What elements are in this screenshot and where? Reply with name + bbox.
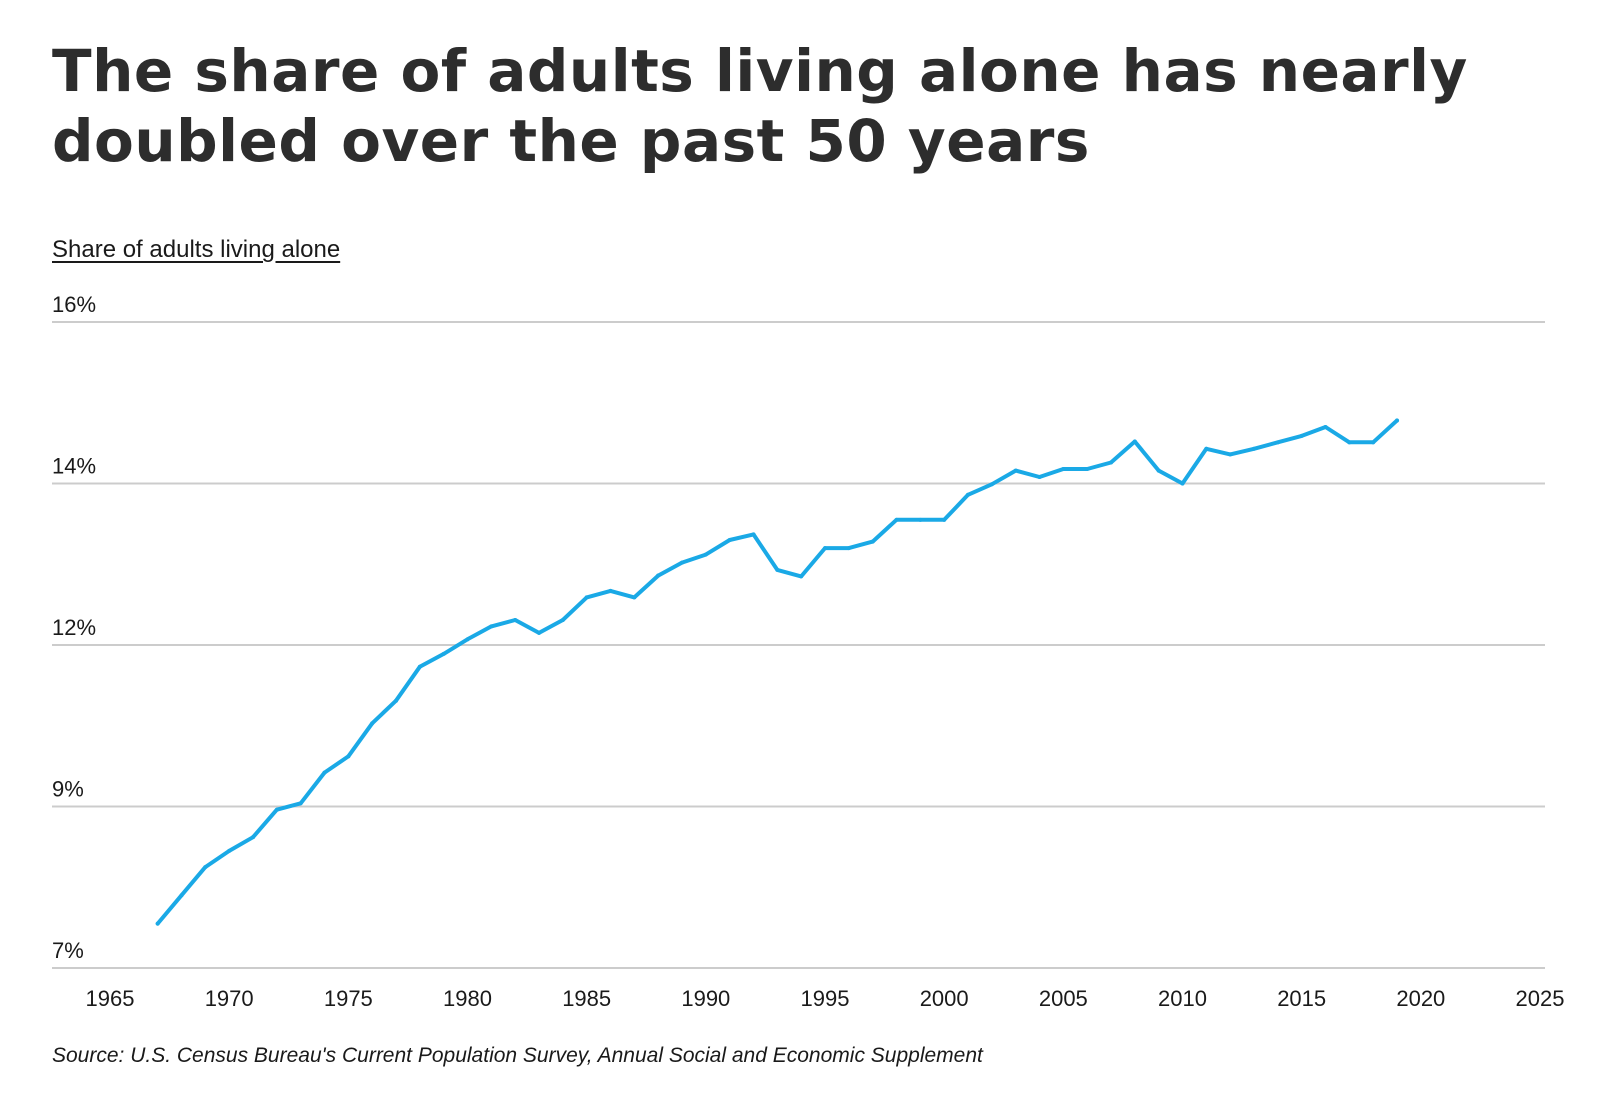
data-point: [1299, 433, 1304, 438]
data-point: [394, 698, 398, 703]
x-tick-label: 1970: [205, 986, 254, 1011]
data-point: [1085, 466, 1090, 471]
data-point: [513, 617, 518, 622]
y-tick-label: 7%: [52, 938, 84, 963]
series-line: [155, 418, 1399, 926]
data-point: [823, 546, 827, 551]
data-point: [227, 848, 232, 853]
data-point: [584, 595, 589, 600]
data-point: [1323, 424, 1328, 429]
data-point: [1204, 446, 1209, 451]
data-point: [1013, 468, 1018, 473]
data-point: [1252, 446, 1256, 451]
data-point: [251, 835, 255, 840]
data-point: [1347, 440, 1352, 445]
chart-title: The share of adults living alone has nea…: [52, 37, 1468, 175]
data-point: [298, 801, 303, 806]
x-tick-label: 1985: [562, 986, 611, 1011]
data-point: [656, 573, 661, 578]
x-tick-label: 1965: [86, 986, 135, 1011]
y-tick-label: 9%: [52, 777, 84, 802]
data-point: [1156, 468, 1161, 473]
y-tick-labels: 7% 9% 12% 14% 16%: [52, 292, 96, 963]
data-point: [441, 651, 446, 656]
y-tick-label: 14%: [52, 454, 96, 479]
x-tick-label: 2005: [1039, 986, 1088, 1011]
data-point: [179, 893, 184, 898]
x-tick-label: 1990: [681, 986, 730, 1011]
data-point: [870, 539, 875, 544]
data-point: [1061, 466, 1066, 471]
y-tick-label: 12%: [52, 615, 96, 640]
x-tick-label: 1975: [324, 986, 373, 1011]
data-point: [274, 807, 279, 812]
y-axis-label: Share of adults living alone: [52, 236, 341, 263]
data-point: [751, 532, 756, 537]
x-tick-label: 1980: [443, 986, 492, 1011]
x-tick-label: 2020: [1396, 986, 1445, 1011]
data-point: [322, 770, 327, 775]
data-point: [489, 624, 494, 629]
x-tick-labels: 1965 1970 1975 1980 1985 1990 1995 2000 2005 2010…: [86, 986, 1565, 1011]
line-chart: 7%9%12%14%16% 1965 1970 1975 1980 1985 1990 19…: [52, 292, 1565, 1011]
data-point: [1371, 440, 1376, 445]
data-point: [155, 921, 160, 926]
x-tick-label: 2000: [920, 986, 969, 1011]
gridlines: [52, 321, 1545, 969]
source-note: Source: U.S. Census Bureau's Current Pop…: [52, 1044, 983, 1067]
data-point: [727, 538, 732, 543]
data-point: [1228, 452, 1233, 457]
data-point: [1395, 418, 1399, 423]
data-point: [346, 754, 351, 759]
data-point: [918, 517, 923, 522]
data-point: [680, 560, 684, 565]
data-point: [775, 567, 780, 572]
data-point: [799, 574, 804, 579]
x-tick-label: 2025: [1516, 986, 1565, 1011]
data-point: [1037, 475, 1042, 480]
data-point: [632, 595, 637, 600]
data-point: [1275, 440, 1280, 445]
x-tick-label: 1995: [801, 986, 850, 1011]
x-tick-label: 2010: [1158, 986, 1207, 1011]
data-point: [1132, 439, 1137, 444]
x-tick-label: 2015: [1277, 986, 1326, 1011]
data-point: [417, 664, 422, 669]
series-layer: [155, 418, 1399, 926]
data-point: [846, 546, 851, 551]
data-point: [537, 630, 541, 635]
y-tick-label: 16%: [52, 292, 96, 317]
data-point: [1180, 481, 1185, 486]
data-point: [942, 517, 947, 522]
data-point: [608, 588, 613, 593]
data-point: [203, 865, 208, 870]
data-point: [560, 617, 565, 622]
data-point: [1109, 460, 1113, 465]
data-point: [703, 552, 708, 557]
data-point: [989, 482, 994, 487]
data-point: [465, 637, 470, 642]
data-point: [370, 721, 375, 726]
data-point: [966, 492, 970, 497]
data-point: [894, 517, 899, 522]
